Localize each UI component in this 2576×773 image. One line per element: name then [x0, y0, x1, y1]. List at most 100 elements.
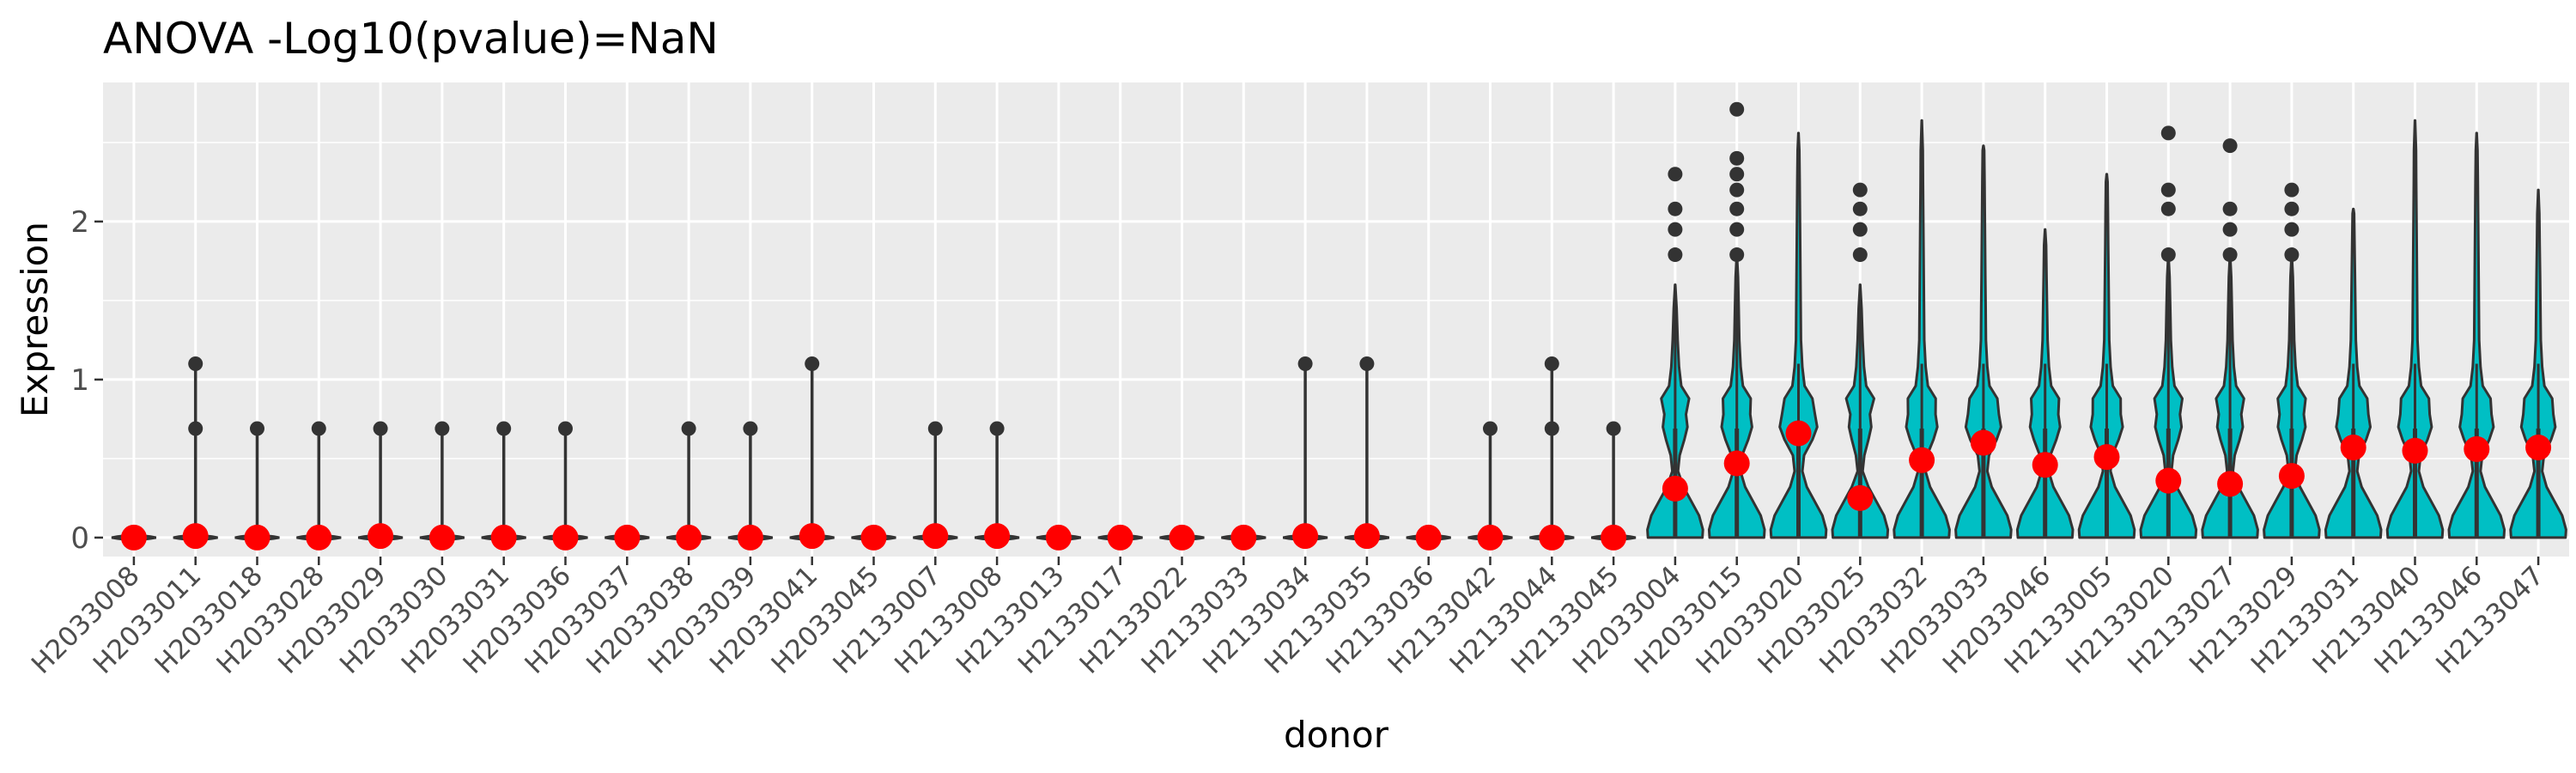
- mean-point-H2133034: [1292, 523, 1319, 550]
- y-axis-title: Expression: [14, 222, 56, 417]
- outlier-point: [250, 421, 264, 436]
- outlier-point: [188, 356, 204, 372]
- mean-point-H2133020: [2155, 467, 2182, 494]
- mean-point-H2133045: [1601, 524, 1627, 551]
- mean-point-H2133033: [1230, 524, 1257, 551]
- violin-box: [2105, 428, 2109, 538]
- outlier-point: [1729, 150, 1745, 166]
- outlier-point: [188, 421, 204, 436]
- outlier-point: [558, 421, 573, 436]
- mean-point-H2133008: [984, 523, 1011, 550]
- mean-point-H2133036: [1415, 524, 1442, 551]
- outlier-point: [1483, 421, 1498, 436]
- outlier-point: [2222, 247, 2238, 263]
- outlier-point: [2222, 201, 2238, 216]
- outlier-point: [1729, 222, 1745, 237]
- outlier-point: [989, 421, 1005, 436]
- mean-point-H2033020: [1785, 420, 1812, 447]
- outlier-point: [1852, 182, 1868, 198]
- outlier-point: [1668, 201, 1683, 216]
- outlier-point: [496, 421, 512, 436]
- violin-H2033020: [1769, 131, 1828, 539]
- violin-box: [1735, 428, 1740, 538]
- outlier-point: [1544, 356, 1559, 372]
- outlier-point: [1668, 222, 1683, 237]
- outlier-point: [1668, 247, 1683, 263]
- violin-H2033033: [1954, 144, 2013, 539]
- outlier-point: [1729, 182, 1745, 198]
- mean-point-H2133047: [2525, 435, 2552, 461]
- outlier-point: [434, 421, 450, 436]
- x-axis-title: donor: [1284, 714, 1389, 756]
- outlier-point: [1606, 421, 1621, 436]
- violin-box: [2536, 428, 2541, 538]
- outlier-point: [1852, 222, 1868, 237]
- mean-point-H2033045: [860, 524, 887, 551]
- mean-point-H2033032: [1909, 447, 1935, 473]
- outlier-point: [927, 421, 943, 436]
- outlier-point: [1297, 356, 1313, 372]
- outlier-point: [743, 421, 758, 436]
- mean-point-H2133017: [1107, 524, 1133, 551]
- chart-title: ANOVA -Log10(pvalue)=NaN: [103, 14, 719, 64]
- violins: [111, 119, 2567, 541]
- outlier-point: [1359, 356, 1375, 372]
- mean-point-H2033046: [2032, 452, 2058, 478]
- y-tick-label: 2: [70, 205, 89, 240]
- outlier-point: [1852, 201, 1868, 216]
- mean-point-H2033025: [1847, 484, 1874, 511]
- plot-panel: [103, 82, 2569, 557]
- outlier-point: [1852, 247, 1868, 263]
- outlier-points: [188, 101, 2300, 436]
- violin-box: [1796, 428, 1801, 538]
- y-tick-label: 0: [70, 521, 89, 556]
- violin-box: [2351, 428, 2356, 538]
- mean-point-H2033018: [244, 524, 270, 551]
- y-axis-ticks: 0 1 2: [70, 205, 103, 556]
- mean-point-H2033015: [1723, 450, 1750, 477]
- outlier-point: [311, 421, 326, 436]
- mean-point-H2033033: [1970, 429, 1996, 456]
- mean-point-H2033036: [552, 524, 579, 551]
- outlier-point: [1729, 101, 1745, 117]
- violin-box: [2043, 428, 2048, 538]
- mean-point-H2033008: [120, 524, 147, 551]
- mean-point-H2133042: [1477, 524, 1504, 551]
- mean-point-H2133027: [2217, 471, 2244, 497]
- outlier-point: [2222, 222, 2238, 237]
- y-tick-label: 1: [70, 363, 89, 398]
- mean-point-H2033011: [182, 523, 209, 550]
- mean-point-H2033004: [1662, 475, 1688, 502]
- mean-point-H2033028: [306, 524, 332, 551]
- mean-point-H2133031: [2340, 435, 2366, 461]
- mean-point-H2033038: [676, 524, 702, 551]
- outlier-point: [2160, 247, 2176, 263]
- outlier-point: [1668, 167, 1683, 182]
- outlier-point: [2160, 201, 2176, 216]
- outlier-point: [1729, 167, 1745, 182]
- x-axis-ticks: H2033008H2033011H2033018H2033028H2033029…: [26, 557, 2550, 680]
- outlier-point: [2284, 201, 2300, 216]
- violin-box: [1919, 428, 1924, 538]
- violin-box: [1857, 428, 1862, 538]
- mean-point-H2133007: [922, 523, 949, 550]
- outlier-point: [2284, 247, 2300, 263]
- mean-point-H2133035: [1353, 523, 1380, 550]
- mean-point-H2033029: [368, 523, 394, 550]
- mean-point-H2133013: [1045, 524, 1072, 551]
- mean-point-H2133044: [1539, 524, 1565, 551]
- outlier-point: [2284, 182, 2300, 198]
- outlier-point: [1729, 247, 1745, 263]
- mean-point-H2133022: [1169, 524, 1195, 551]
- mean-points: [120, 420, 2552, 551]
- mean-point-H2033041: [799, 523, 825, 550]
- outlier-point: [1544, 421, 1559, 436]
- mean-point-H2133040: [2402, 437, 2428, 464]
- violin-box: [2474, 428, 2479, 538]
- outlier-point: [2160, 125, 2176, 141]
- outlier-point: [373, 421, 388, 436]
- violin-box: [1981, 428, 1986, 538]
- outlier-point: [805, 356, 820, 372]
- outlier-point: [2222, 138, 2238, 154]
